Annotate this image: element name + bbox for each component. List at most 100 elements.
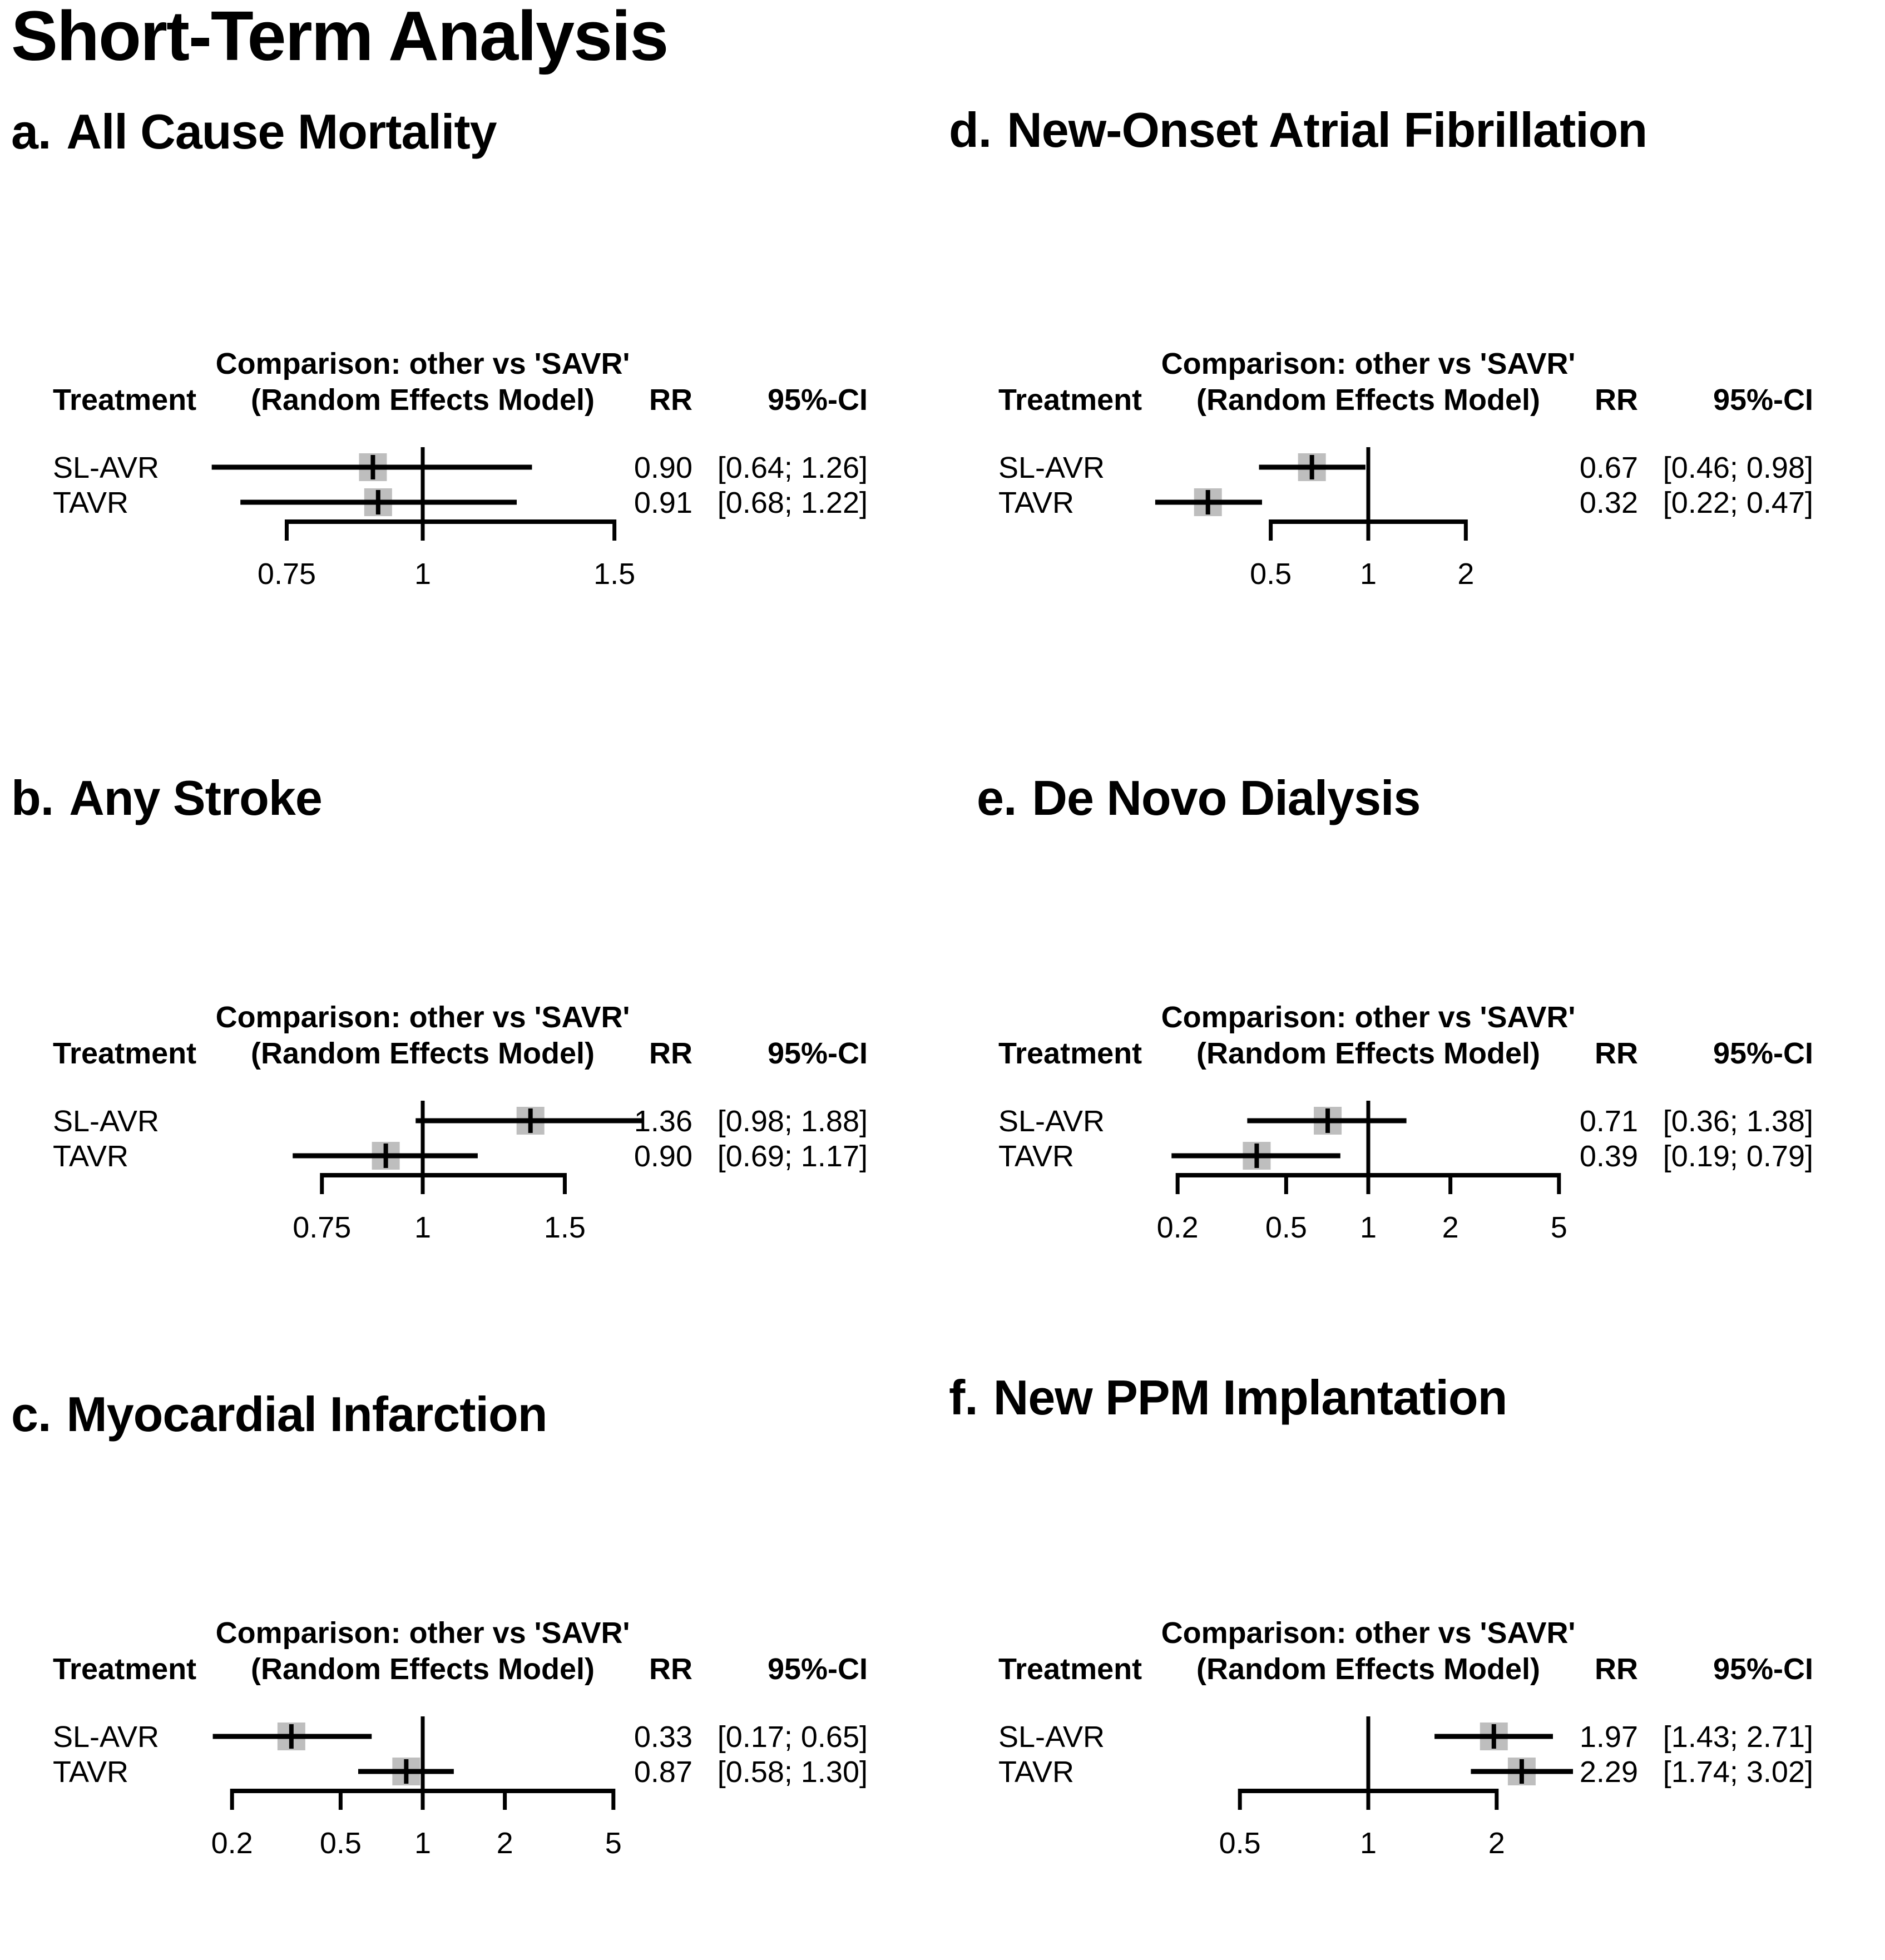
treatment-column-header: Treatment	[998, 383, 1142, 417]
model-header: (Random Effects Model)	[1196, 383, 1540, 417]
forest-row-sl-avr: SL-AVR 0.71 [0.36; 1.38]	[998, 1105, 1813, 1138]
forest-plot-b: Comparison: other vs 'SAVR' Treatment (Ran…	[53, 1001, 868, 1244]
axis-tick-label: 1	[1360, 1211, 1377, 1244]
axis-tick-label: 2	[1488, 1827, 1505, 1860]
forest-row-sl-avr: SL-AVR 1.97 [1.43; 2.71]	[998, 1720, 1813, 1754]
panel-letter: d.	[949, 102, 992, 157]
treatment-label: TAVR	[998, 1140, 1074, 1173]
rr-column-header: RR	[649, 383, 692, 417]
panel-outcome-name: New PPM Implantation	[993, 1370, 1508, 1425]
rr-value: 0.71	[1580, 1105, 1638, 1138]
panel-outcome-name: De Novo Dialysis	[1032, 770, 1421, 825]
panel-outcome-name: Myocardial Infarction	[66, 1387, 547, 1442]
forest-row-tavr: TAVR 0.90 [0.69; 1.17]	[53, 1140, 868, 1173]
axis-tick-label: 1.5	[593, 557, 635, 591]
rr-value: 0.87	[634, 1755, 692, 1789]
axis-tick-label: 1	[1360, 1827, 1377, 1860]
axis-tick-label: 0.75	[293, 1211, 351, 1244]
axis-tick-label: 2	[1442, 1211, 1459, 1244]
model-header: (Random Effects Model)	[251, 1652, 595, 1686]
axis-tick-label: 1	[1360, 557, 1377, 591]
figure-title: Short-Term Analysis	[11, 0, 669, 75]
panel-title-c: c. Myocardial Infarction	[11, 1386, 547, 1443]
forest-row-tavr: TAVR 0.39 [0.19; 0.79]	[998, 1140, 1813, 1173]
treatment-column-header: Treatment	[53, 1037, 196, 1070]
ci-value: [0.68; 1.22]	[718, 486, 868, 519]
comparison-header: Comparison: other vs 'SAVR'	[1161, 1616, 1576, 1650]
treatment-label: SL-AVR	[998, 1105, 1105, 1138]
rr-value: 0.67	[1580, 451, 1638, 484]
axis-tick-label: 5	[1551, 1211, 1567, 1244]
axis-tick-label: 2	[497, 1827, 513, 1860]
axis-tick-label: 0.2	[211, 1827, 253, 1860]
panel-title-a: a. All Cause Mortality	[11, 103, 497, 160]
rr-value: 0.32	[1580, 486, 1638, 519]
treatment-column-header: Treatment	[998, 1652, 1142, 1686]
panel-letter: b.	[11, 770, 54, 825]
forest-row-tavr: TAVR 0.91 [0.68; 1.22]	[53, 486, 868, 519]
axis-tick-label: 0.2	[1157, 1211, 1199, 1244]
treatment-label: TAVR	[998, 486, 1074, 519]
ci-column-header: 95%-CI	[768, 1037, 868, 1070]
rr-value: 0.91	[634, 486, 692, 519]
treatment-column-header: Treatment	[53, 383, 196, 417]
forest-row-tavr: TAVR 0.32 [0.22; 0.47]	[998, 486, 1813, 519]
ci-value: [0.58; 1.30]	[718, 1755, 868, 1789]
panel-title-d: d. New-Onset Atrial Fibrillation	[949, 102, 1647, 159]
panel-title-e: e. De Novo Dialysis	[977, 770, 1421, 826]
panel-outcome-name: New-Onset Atrial Fibrillation	[1007, 102, 1647, 157]
axis-tick-label: 0.5	[1265, 1211, 1307, 1244]
comparison-header: Comparison: other vs 'SAVR'	[216, 1616, 630, 1650]
ci-value: [0.36; 1.38]	[1663, 1105, 1813, 1138]
forest-row-sl-avr: SL-AVR 0.90 [0.64; 1.26]	[53, 451, 868, 484]
forest-plot-c: Comparison: other vs 'SAVR' Treatment (Ran…	[53, 1616, 868, 1860]
treatment-label: SL-AVR	[998, 1720, 1105, 1754]
rr-column-header: RR	[649, 1037, 692, 1070]
rr-column-header: RR	[649, 1652, 692, 1686]
axis-tick-label: 0.5	[1219, 1827, 1261, 1860]
ci-column-header: 95%-CI	[1713, 1652, 1813, 1686]
treatment-label: TAVR	[53, 1140, 128, 1173]
treatment-label: TAVR	[53, 1755, 128, 1789]
forest-plot-f: Comparison: other vs 'SAVR' Treatment (Ran…	[998, 1616, 1813, 1860]
axis-tick-label: 5	[605, 1827, 622, 1860]
treatment-label: SL-AVR	[53, 451, 159, 484]
rr-value: 0.33	[634, 1720, 692, 1754]
axis-tick-label: 0.5	[1250, 557, 1292, 591]
ci-value: [1.74; 3.02]	[1663, 1755, 1813, 1789]
ci-column-header: 95%-CI	[1713, 383, 1813, 417]
rr-value: 0.90	[634, 451, 692, 484]
rr-value: 1.97	[1580, 1720, 1638, 1754]
comparison-header: Comparison: other vs 'SAVR'	[216, 1001, 630, 1034]
ci-value: [0.69; 1.17]	[718, 1140, 868, 1173]
treatment-label: SL-AVR	[998, 451, 1105, 484]
panel-letter: a.	[11, 104, 51, 159]
comparison-header: Comparison: other vs 'SAVR'	[216, 347, 630, 380]
axis-tick-label: 1	[414, 557, 431, 591]
axis-tick-label: 1	[414, 1827, 431, 1860]
ci-value: [0.22; 0.47]	[1663, 486, 1813, 519]
axis-tick-label: 0.5	[320, 1827, 362, 1860]
ci-column-header: 95%-CI	[1713, 1037, 1813, 1070]
ci-value: [0.98; 1.88]	[718, 1105, 868, 1138]
panel-outcome-name: All Cause Mortality	[66, 104, 497, 159]
treatment-column-header: Treatment	[998, 1037, 1142, 1070]
treatment-label: TAVR	[53, 486, 128, 519]
axis-tick-label: 1.5	[544, 1211, 586, 1244]
forest-row-sl-avr: SL-AVR 0.33 [0.17; 0.65]	[53, 1720, 868, 1754]
panel-title-f: f. New PPM Implantation	[949, 1369, 1507, 1426]
rr-value: 2.29	[1580, 1755, 1638, 1789]
ci-column-header: 95%-CI	[768, 383, 868, 417]
model-header: (Random Effects Model)	[1196, 1652, 1540, 1686]
forest-plot-d: Comparison: other vs 'SAVR' Treatment (Ran…	[998, 347, 1813, 591]
forest-row-sl-avr: SL-AVR 1.36 [0.98; 1.88]	[53, 1105, 868, 1138]
axis-tick-label: 0.75	[258, 557, 316, 591]
ci-value: [0.46; 0.98]	[1663, 451, 1813, 484]
forest-plot-e: Comparison: other vs 'SAVR' Treatment (Ran…	[998, 1001, 1813, 1244]
comparison-header: Comparison: other vs 'SAVR'	[1161, 1001, 1576, 1034]
ci-value: [1.43; 2.71]	[1663, 1720, 1813, 1754]
panel-outcome-name: Any Stroke	[69, 770, 323, 825]
panel-letter: e.	[977, 770, 1017, 825]
axis-tick-label: 2	[1457, 557, 1474, 591]
model-header: (Random Effects Model)	[251, 383, 595, 417]
